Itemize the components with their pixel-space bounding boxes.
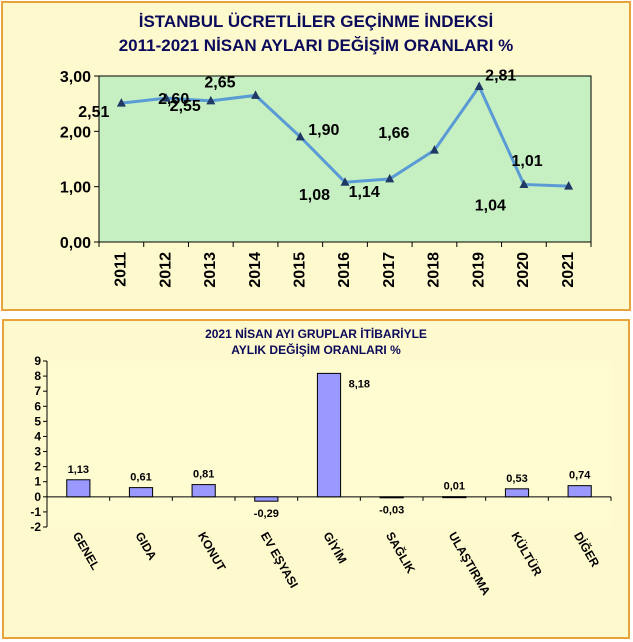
data-point-marker (340, 177, 350, 186)
data-label: 1,90 (308, 122, 339, 139)
data-point-marker (116, 98, 126, 107)
line-chart-subtitle: 2011-2021 NİSAN AYLARI DEĞİŞİM ORANLARI … (119, 36, 514, 55)
data-label: 1,13 (68, 464, 89, 476)
data-label: 0,81 (193, 469, 214, 481)
x-tick-label: 2021 (560, 252, 577, 288)
bar-chart-title: 2021 NİSAN AYI GRUPLAR İTİBARİYLE (205, 326, 427, 341)
x-tick-label: 2011 (113, 252, 130, 287)
bar (254, 496, 279, 502)
data-label: 2,55 (170, 98, 201, 115)
y-tick-label: 4 (34, 429, 41, 443)
y-tick-label: 7 (34, 384, 41, 398)
data-point-marker (206, 95, 216, 105)
y-tick-label: 6 (34, 399, 41, 413)
line-chart-title: İSTANBUL ÜCRETLİLER GEÇİNME İNDEKSİ (139, 12, 494, 31)
data-label: 0,61 (130, 472, 151, 484)
bar (379, 496, 404, 499)
data-label: 2,60 (158, 91, 189, 108)
y-tick-label: 1 (34, 475, 41, 489)
y-tick-label: 3 (34, 445, 41, 459)
data-label: 1,14 (349, 184, 380, 201)
data-point-marker (161, 93, 171, 102)
y-tick-label: 1,00 (60, 180, 91, 197)
x-tick-label: 2016 (336, 252, 353, 288)
y-tick-label: 0,00 (60, 235, 91, 252)
data-label: 8,18 (349, 378, 370, 390)
x-tick-label: 2018 (426, 252, 443, 288)
data-label: 1,66 (378, 125, 409, 142)
bar (504, 488, 530, 498)
data-point-marker (474, 81, 484, 91)
bar (128, 487, 154, 498)
y-tick-label: 2 (34, 460, 41, 474)
bar (191, 484, 216, 498)
y-tick-label: 8 (34, 369, 41, 383)
data-label: 0,74 (569, 470, 591, 482)
data-label: 1,04 (475, 197, 506, 214)
data-point-marker (251, 90, 261, 99)
line-chart-marks: 0,00 1,00 2,00 3,00 2011 2012 2013 2014 2015 2016… (60, 68, 592, 288)
bar (567, 485, 592, 498)
data-label: 0,01 (444, 481, 465, 493)
data-label: 2,81 (485, 68, 516, 85)
data-point-marker (295, 131, 305, 141)
y-tick-label: -1 (30, 505, 41, 519)
x-tick-label: 2013 (202, 252, 219, 288)
data-point-marker (429, 145, 439, 154)
data-label: 2,51 (78, 104, 109, 121)
data-label: 0,53 (506, 473, 527, 485)
bar (66, 479, 91, 498)
bar (442, 496, 467, 499)
data-label: 1,08 (299, 187, 330, 204)
bar (316, 372, 342, 498)
data-label: 1,01 (511, 153, 542, 170)
x-tick-label: 2020 (515, 252, 532, 288)
x-tick-label: 2015 (291, 252, 308, 288)
data-label: 2,65 (204, 74, 235, 91)
data-label: -0,29 (254, 508, 279, 520)
bar-chart-subtitle: AYLIK DEĞİŞİM ORANLARI % (231, 342, 401, 357)
x-tick-label: 2014 (247, 252, 264, 288)
y-tick-label: 0 (34, 490, 41, 504)
data-point-marker (519, 179, 529, 188)
data-point-marker (385, 173, 395, 183)
y-tick-label: 9 (34, 354, 41, 368)
x-tick-label: 2012 (157, 252, 174, 288)
y-tick-label: 3,00 (60, 69, 91, 86)
x-tick-label: 2017 (381, 252, 398, 288)
data-point-marker (564, 181, 574, 190)
x-tick-label: 2019 (470, 252, 487, 288)
line-chart-plot-area (98, 75, 592, 243)
y-tick-label: 5 (34, 414, 41, 428)
y-tick-label: -2 (30, 520, 41, 534)
y-tick-label: 2,00 (60, 124, 91, 141)
data-label: -0,03 (379, 504, 404, 516)
